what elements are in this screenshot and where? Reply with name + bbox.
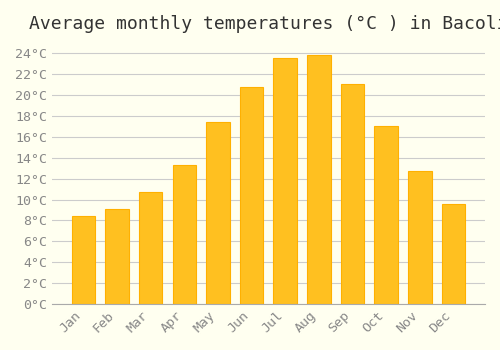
Title: Average monthly temperatures (°C ) in Bacoli: Average monthly temperatures (°C ) in Ba… bbox=[29, 15, 500, 33]
Bar bbox=[240, 87, 264, 304]
Bar bbox=[274, 57, 297, 304]
Bar bbox=[374, 126, 398, 304]
Bar bbox=[341, 84, 364, 304]
Bar bbox=[139, 192, 162, 304]
Bar bbox=[105, 209, 129, 304]
Bar bbox=[72, 216, 95, 304]
Bar bbox=[442, 204, 466, 304]
Bar bbox=[206, 122, 230, 304]
Bar bbox=[172, 165, 196, 304]
Bar bbox=[408, 172, 432, 304]
Bar bbox=[307, 55, 330, 304]
